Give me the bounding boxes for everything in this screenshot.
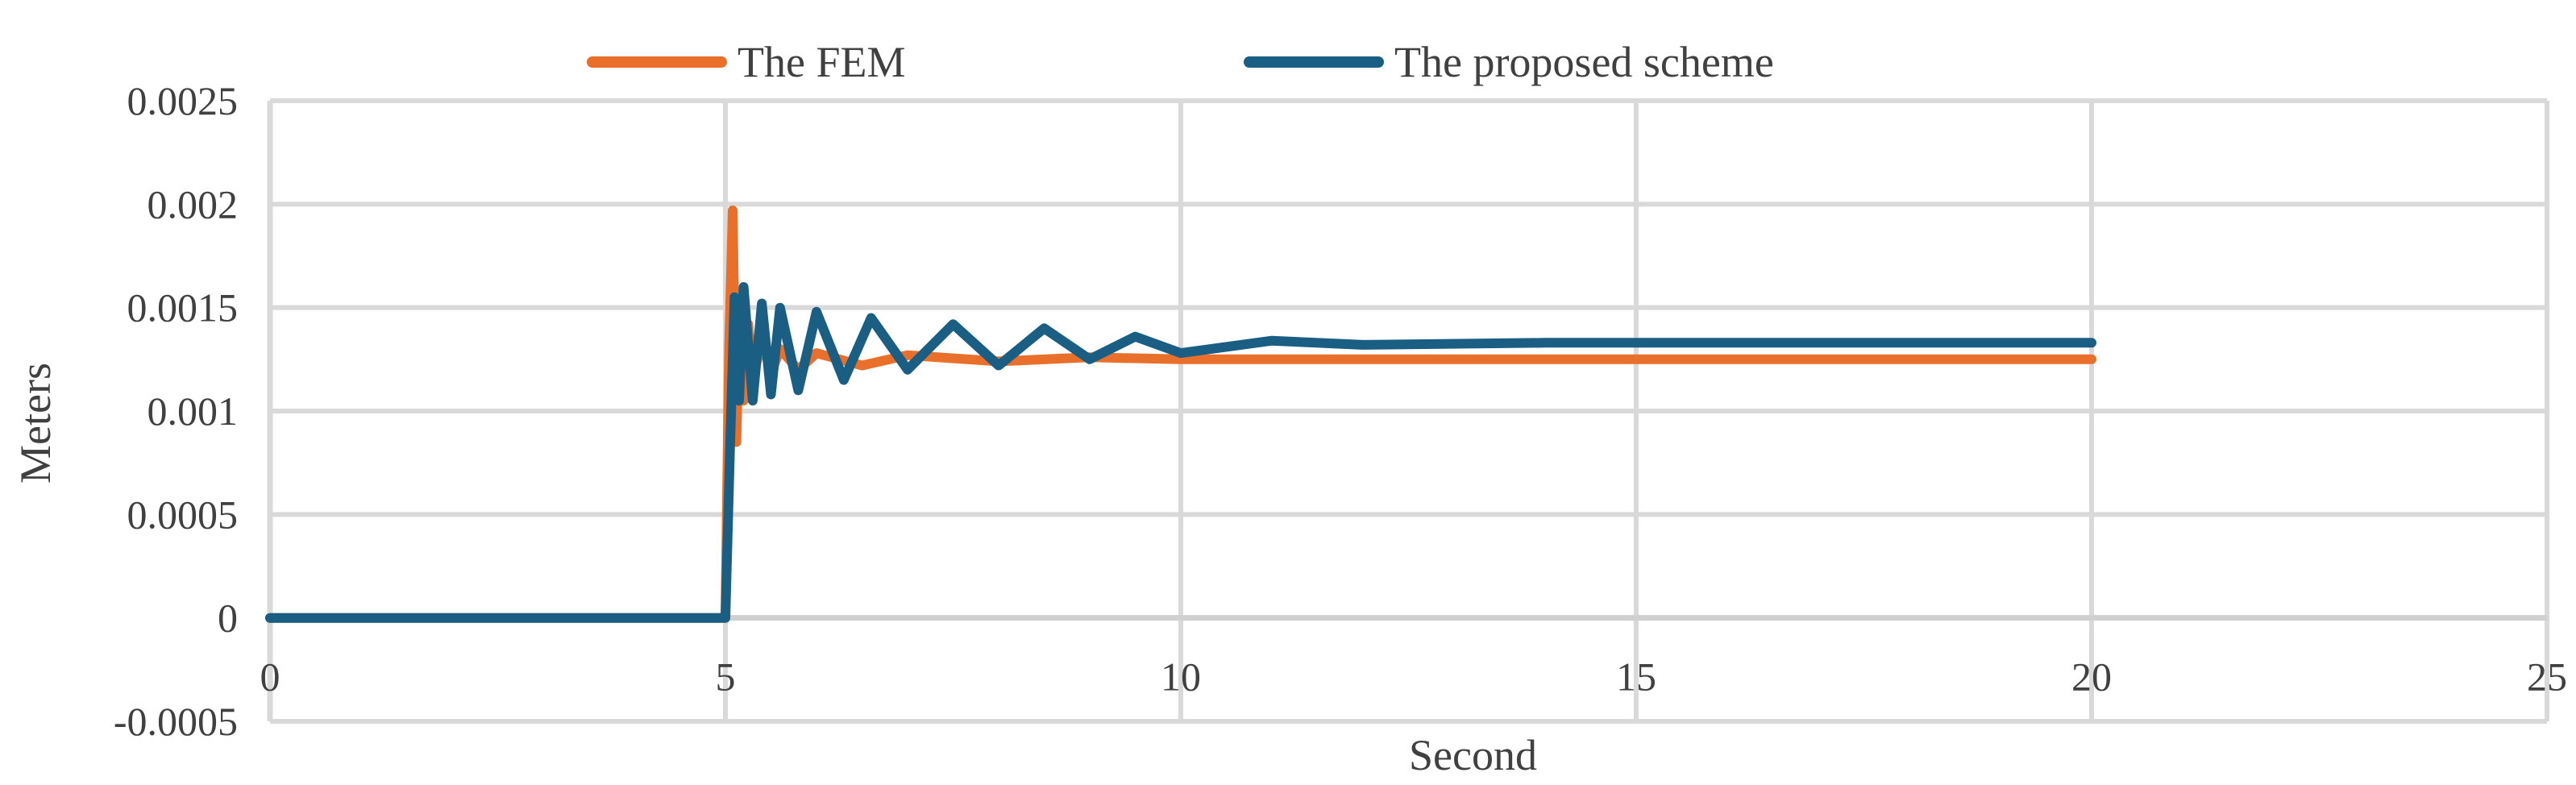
legend-label: The proposed scheme <box>1394 38 1774 86</box>
y-tick-label: 0.001 <box>147 388 239 434</box>
x-tick-label: 15 <box>1616 654 1656 700</box>
grid-layer <box>270 98 2549 724</box>
y-tick-label: 0.0005 <box>127 492 239 537</box>
label-layer: -0.0005 0 0.0005 0.001 0.0015 0.002 0.0025 0 5 10… <box>11 78 2567 779</box>
y-tick-label: 0.002 <box>147 181 239 226</box>
x-axis-title: Second <box>1409 731 1537 779</box>
series-line-2 <box>265 282 2096 623</box>
series-layer <box>265 206 2096 623</box>
legend: The FEM The proposed scheme <box>587 38 1774 86</box>
y-tick-label: 0.0015 <box>127 285 239 330</box>
y-tick-label: 0 <box>218 596 238 641</box>
x-tick-label: 10 <box>1161 654 1201 700</box>
legend-label: The FEM <box>737 38 906 86</box>
x-tick-label: 5 <box>716 654 736 700</box>
x-tick-label: 20 <box>2071 654 2112 700</box>
y-axis-title: Meters <box>11 363 60 484</box>
x-tick-label: 0 <box>260 654 280 700</box>
y-tick-label: -0.0005 <box>114 699 238 744</box>
y-tick-label: 0.0025 <box>127 78 239 123</box>
x-tick-label: 25 <box>2527 654 2567 700</box>
